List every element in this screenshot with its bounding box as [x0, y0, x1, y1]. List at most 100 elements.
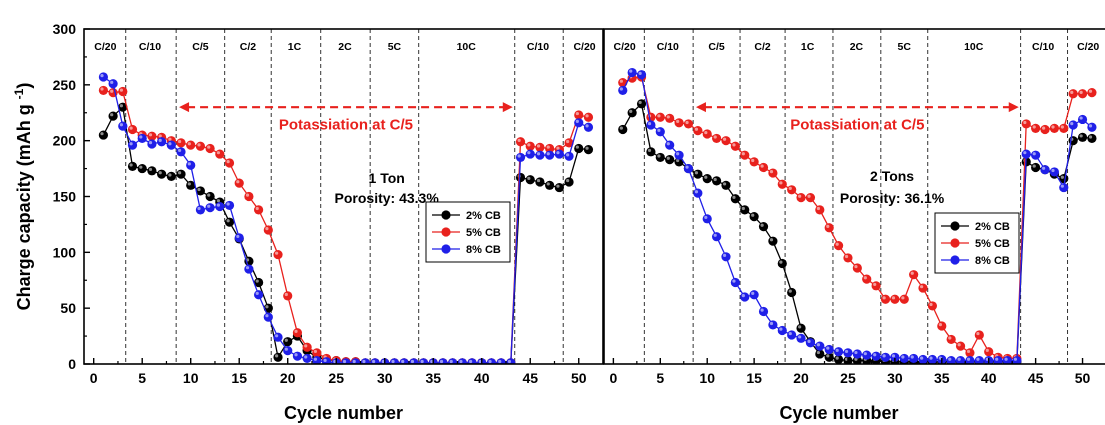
arrow-head-left — [179, 102, 190, 113]
series-2pct-cb-point-highlight — [826, 354, 830, 358]
series-2pct-cb-point-highlight — [197, 187, 201, 192]
series-8pct-cb-point-highlight — [265, 314, 269, 318]
series-2pct-cb-point-highlight — [207, 193, 211, 197]
series-8pct-cb-point — [263, 312, 273, 322]
series-8pct-cb-point — [215, 201, 225, 212]
series-2pct-cb-point-highlight — [226, 219, 230, 223]
x-tick-label: 40 — [474, 370, 490, 386]
series-5pct-cb-point-highlight — [732, 143, 736, 147]
series-2pct-cb-point — [730, 194, 740, 204]
series-8pct-cb-point — [862, 350, 872, 360]
series-5pct-cb-point-highlight — [976, 331, 980, 336]
series-2pct-cb-point — [627, 108, 637, 118]
series-8pct-cb-point — [418, 358, 429, 364]
potassiation-label: Potassiation at C/5 — [790, 117, 924, 134]
series-2pct-cb-point-highlight — [275, 354, 279, 358]
series-8pct-cb-point-highlight — [207, 204, 211, 208]
series-8pct-cb-point-highlight — [469, 359, 473, 364]
series-2pct-cb-point-highlight — [732, 195, 736, 199]
series-8pct-cb-point — [833, 347, 844, 357]
series-5pct-cb-point — [1087, 88, 1097, 98]
series-2pct-cb-point-highlight — [713, 177, 717, 182]
series-5pct-cb-point-highlight — [910, 271, 914, 275]
plot-area — [618, 67, 1097, 364]
series-5pct-cb-point-highlight — [666, 115, 670, 119]
series-8pct-cb-point — [108, 79, 118, 89]
series-8pct-cb-point-highlight — [1042, 166, 1046, 170]
series-2pct-cb-point-highlight — [1088, 135, 1093, 139]
series-2pct-cb-point — [176, 169, 186, 179]
series-8pct-cb-point — [815, 341, 825, 351]
chart-panel-1-ton: C/20 C/10 C/5 C/2 1C 2C 5C 10C C/10 C/20 Potassiat… — [12, 21, 604, 423]
series-5pct-cb-point — [711, 133, 722, 144]
series-5pct-cb-point-highlight — [882, 296, 886, 300]
legend-marker — [441, 210, 451, 220]
x-tick-label: 50 — [1075, 370, 1091, 386]
series-8pct-cb-point-highlight — [352, 359, 356, 364]
series-8pct-cb-point — [157, 137, 167, 147]
series-8pct-cb-point — [535, 150, 545, 160]
series-5pct-cb-point-highlight — [1051, 125, 1055, 129]
series-5pct-cb-point — [583, 112, 594, 122]
series-5pct-cb-point — [758, 162, 769, 173]
series-2pct-cb-point — [787, 287, 797, 298]
series-5pct-cb-point-highlight — [676, 119, 680, 123]
series-5pct-cb-point-highlight — [807, 194, 811, 198]
series-8pct-cb-point — [254, 290, 264, 300]
x-tick-label: 10 — [699, 370, 715, 386]
series-8pct-cb-point-highlight — [920, 356, 924, 360]
legend-marker — [441, 244, 451, 254]
series-8pct-cb-point — [467, 358, 477, 364]
series-2pct-cb-point-highlight — [647, 148, 652, 153]
series-5pct-cb-point-highlight — [245, 193, 250, 197]
arrow-head-left — [695, 102, 706, 113]
series-8pct-cb-point — [118, 121, 128, 131]
x-tick-label: 20 — [793, 370, 809, 386]
series-5pct-cb-point-highlight — [966, 349, 971, 354]
series-8pct-cb-point-highlight — [854, 350, 858, 355]
series-5pct-cb-point-highlight — [566, 139, 570, 144]
series-5pct-cb-point — [702, 129, 712, 139]
series-8pct-cb-point-highlight — [976, 357, 980, 361]
series-2pct-cb-point — [273, 352, 283, 362]
series-5pct-cb-point-highlight — [704, 130, 708, 135]
y-axis-title-main: Charge capacity (mAh g — [14, 99, 34, 310]
series-8pct-cb-point — [758, 306, 769, 317]
series-5pct-cb-point-highlight — [187, 142, 191, 146]
series-8pct-cb-point — [805, 338, 816, 348]
series-5pct-cb-point — [655, 112, 665, 122]
series-8pct-cb-point — [583, 122, 594, 132]
series-2pct-cb-point — [655, 152, 665, 163]
series-5pct-cb-point-highlight — [713, 135, 717, 139]
series-5pct-cb-point-highlight — [873, 282, 877, 287]
x-tick-label: 15 — [746, 370, 762, 386]
series-5pct-cb-point — [1031, 123, 1041, 133]
series-8pct-cb-point-highlight — [168, 142, 172, 146]
series-5pct-cb-point-highlight — [1023, 120, 1027, 125]
series-2pct-cb-point — [768, 236, 778, 246]
series-2pct-cb-point — [711, 176, 722, 186]
series-8pct-cb-point-highlight — [629, 69, 633, 73]
potassiation-label: Potassiation at C/5 — [279, 117, 413, 134]
rate-label-c-2: C/2 — [754, 41, 771, 53]
series-5pct-cb-point-highlight — [197, 143, 201, 147]
series-5pct-cb-point-highlight — [575, 111, 579, 116]
series-8pct-cb-point — [787, 330, 797, 340]
series-8pct-cb-point — [927, 354, 938, 364]
series-8pct-cb-point — [1077, 114, 1088, 125]
series-8pct-cb-point-highlight — [826, 346, 830, 350]
series-8pct-cb-point-highlight — [197, 206, 201, 211]
series-2pct-cb-point-highlight — [816, 350, 821, 355]
series-2pct-cb-point-highlight — [187, 182, 191, 186]
series-5pct-cb-point-highlight — [816, 206, 821, 211]
series-8pct-cb-point — [655, 127, 665, 137]
arrow-head-right — [502, 102, 513, 113]
x-tick-label: 35 — [425, 370, 441, 386]
series-2pct-cb-point — [740, 205, 750, 215]
series-8pct-cb-point-highlight — [304, 355, 308, 359]
series-8pct-cb-point — [176, 147, 186, 157]
series-8pct-cb-point — [457, 358, 467, 364]
series-8pct-cb-point — [740, 292, 750, 302]
series-2pct-cb-point-highlight — [556, 184, 560, 188]
